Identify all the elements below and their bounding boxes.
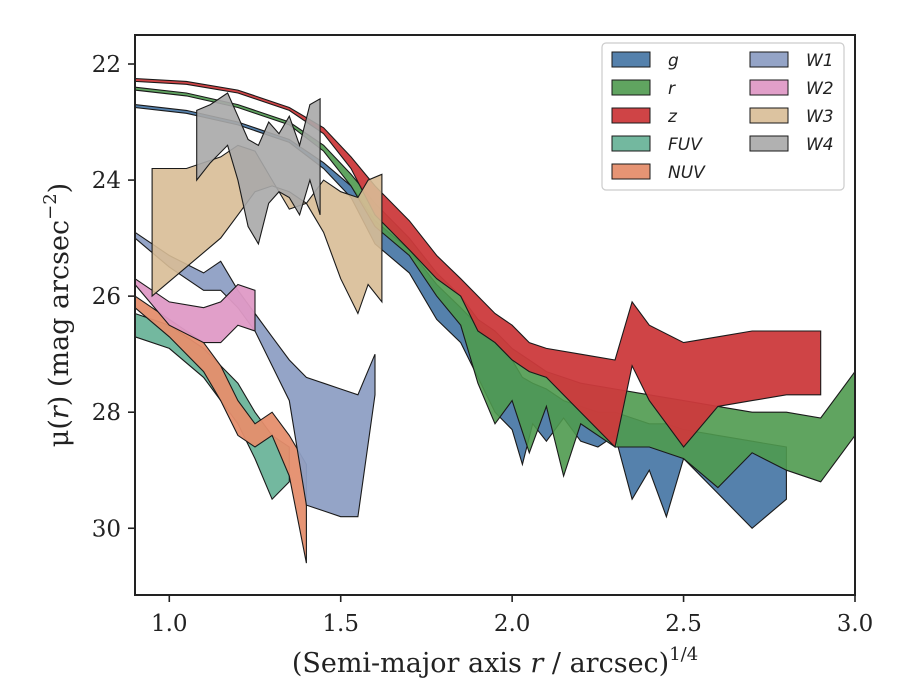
x-tick-label: 1.0: [151, 611, 188, 637]
legend-swatch-w1: [749, 51, 789, 68]
x-tick-label: 2.5: [665, 611, 702, 637]
x-tick-label: 2.0: [494, 611, 531, 637]
legend-label-fuv: FUV: [668, 135, 703, 155]
legend-label-w4: W4: [806, 135, 834, 155]
y-axis-label: μ(r) (mag arcsec−2): [40, 183, 75, 447]
series-band-w4: [196, 92, 321, 246]
x-axis-ticks: 1.0 1.5 2.0 2.5 3.0: [151, 595, 873, 637]
legend-label-r: r: [668, 79, 676, 99]
legend-label-nuv: NUV: [668, 163, 706, 183]
series-band-nuv: [134, 295, 307, 564]
legend-swatch-g: [611, 51, 651, 68]
legend-swatch-nuv: [611, 163, 651, 180]
plot-frame: [134, 34, 856, 596]
y-tick-label: 24: [92, 168, 121, 194]
y-tick-label: 22: [92, 52, 121, 78]
y-axis-ticks: 22 24 26 28 30: [92, 52, 135, 542]
series-layer: [134, 77, 856, 564]
legend-label-w1: W1: [806, 51, 834, 71]
y-tick-label: 26: [92, 284, 121, 310]
y-tick-label: 30: [92, 516, 121, 542]
legend-swatch-fuv: [611, 135, 651, 152]
legend-swatch-r: [611, 79, 651, 96]
x-tick-label: 3.0: [837, 611, 874, 637]
series-band-w2: [134, 277, 256, 344]
legend-swatch-w3: [749, 107, 789, 124]
legend-swatch-w2: [749, 79, 789, 96]
y-tick-label: 28: [92, 400, 121, 426]
legend: grz FUV NUV W1 W2 W3 W4: [601, 42, 845, 191]
series-band-z: [134, 77, 822, 449]
legend-label-w2: W2: [806, 79, 834, 99]
legend-label-g: g: [668, 51, 679, 71]
legend-swatch-w4: [749, 135, 789, 152]
legend-swatch-z: [611, 107, 651, 124]
legend-label-w3: W3: [806, 107, 834, 127]
x-axis-label: (Semi-major axis r / arcsec)1/4: [292, 644, 698, 679]
x-tick-label: 1.5: [322, 611, 359, 637]
legend-label-z: z: [667, 107, 678, 127]
